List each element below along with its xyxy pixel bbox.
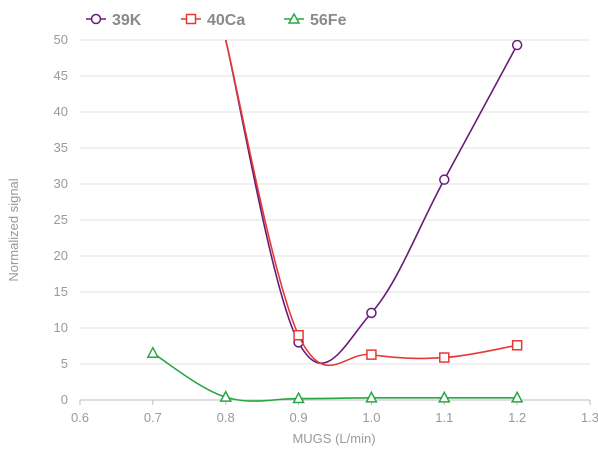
y-axis-ticks: 0 5 10 15 20 25 30 35 40 45 50 (54, 32, 68, 407)
plot-area (146, 40, 524, 404)
data-point-39k (366, 307, 377, 319)
y-tick-label: 5 (61, 356, 68, 371)
series-line-56fe (152, 352, 518, 402)
y-tick-label: 10 (54, 320, 68, 335)
legend-item-39k[interactable]: 39K (86, 12, 142, 29)
series-line-39k (224, 40, 518, 365)
y-tick-label: 40 (54, 104, 68, 119)
legend: 39K 40Ca 56Fe (86, 12, 347, 29)
legend-label-39k: 39K (112, 12, 142, 29)
y-tick-label: 45 (54, 68, 68, 83)
y-tick-label: 35 (54, 140, 68, 155)
y-tick-label: 25 (54, 212, 68, 227)
y-tick-label: 15 (54, 284, 68, 299)
x-tick-label: 0.8 (217, 410, 235, 425)
data-point-56fe (365, 390, 378, 403)
x-axis-ticks: 0.6 0.7 0.8 0.9 1.0 1.1 1.2 1.3 (71, 400, 598, 425)
legend-marker-56fe (287, 12, 301, 24)
legend-item-56fe[interactable]: 56Fe (284, 12, 347, 29)
data-point-56fe (146, 346, 160, 358)
y-tick-label: 0 (61, 392, 68, 407)
legend-item-40ca[interactable]: 40Ca (181, 12, 245, 29)
x-tick-label: 1.0 (362, 410, 380, 425)
series-39k (224, 40, 523, 365)
x-tick-label: 0.6 (71, 410, 89, 425)
grid-lines (80, 39, 590, 365)
x-tick-label: 1.1 (435, 410, 453, 425)
series-56fe (146, 346, 524, 404)
y-tick-label: 50 (54, 32, 68, 47)
series-40ca (224, 40, 523, 367)
y-tick-label: 20 (54, 248, 68, 263)
y-tick-label: 30 (54, 176, 68, 191)
data-point-56fe (219, 390, 232, 402)
x-tick-label: 0.9 (290, 410, 308, 425)
x-tick-label: 0.7 (144, 410, 162, 425)
series-line-40ca (224, 40, 518, 367)
legend-marker-40ca (185, 13, 197, 25)
data-point-56fe (292, 391, 305, 404)
data-point-40ca (511, 340, 523, 351)
data-point-56fe (438, 390, 451, 403)
x-tick-label: 1.3 (581, 410, 598, 425)
x-axis-title: MUGS (L/min) (292, 431, 375, 446)
data-point-40ca (366, 349, 377, 360)
legend-label-40ca: 40Ca (207, 12, 245, 29)
data-point-39k (439, 174, 450, 185)
data-point-40ca (439, 352, 450, 363)
data-point-40ca (293, 329, 304, 341)
legend-label-56fe: 56Fe (310, 12, 347, 29)
data-point-56fe (510, 390, 524, 403)
data-point-39k (511, 40, 523, 51)
y-axis-title: Normalized signal (6, 178, 21, 281)
x-tick-label: 1.2 (508, 410, 526, 425)
legend-marker-39k (90, 13, 102, 25)
